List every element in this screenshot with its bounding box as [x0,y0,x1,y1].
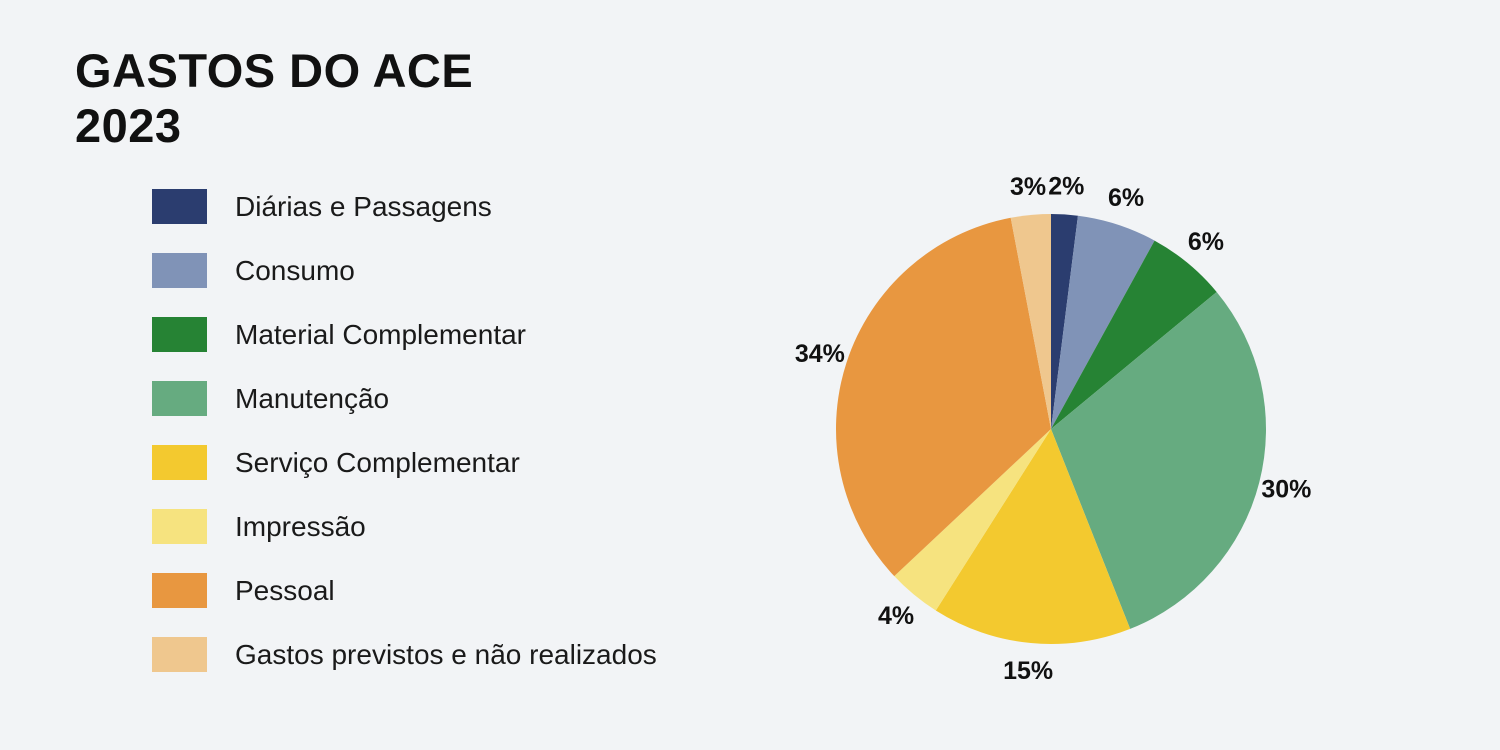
legend-swatch [152,445,207,480]
legend-item: Diárias e Passagens [152,189,657,224]
pie-slice-label: 6% [1108,184,1144,212]
legend: Diárias e Passagens Consumo Material Compl… [152,189,657,672]
legend-swatch [152,509,207,544]
page-title: GASTOS DO ACE 2023 [75,44,473,153]
page-title-line2: 2023 [75,98,182,152]
pie-slice [1051,214,1078,429]
page-title-line1: GASTOS DO ACE [75,44,474,97]
legend-swatch [152,573,207,608]
pie-slice-label: 4% [878,602,914,630]
legend-swatch [152,381,207,416]
legend-item: Manutenção [152,381,657,416]
pie-slice [1051,215,1155,429]
pie-slice-label: 3% [1010,173,1046,201]
legend-item-label: Gastos previstos e não realizados [235,638,657,670]
legend-item-label: Material Complementar [235,318,526,350]
legend-item: Material Complementar [152,317,657,352]
pie-slice-label: 6% [1188,228,1224,256]
pie-slice [1010,214,1051,429]
legend-swatch [152,317,207,352]
legend-item: Serviço Complementar [152,445,657,480]
pie-slice [835,217,1051,577]
legend-swatch [152,189,207,224]
legend-item-label: Pessoal [235,574,335,606]
legend-item-label: Diárias e Passagens [235,190,492,222]
legend-item-label: Impressão [235,510,366,542]
legend-item-label: Consumo [235,254,355,286]
pie-slice-label: 15% [1003,657,1053,685]
legend-item: Impressão [152,509,657,544]
pie-slice [894,429,1051,611]
pie-slice-label: 2% [1048,173,1084,201]
pie-slice [1051,291,1267,629]
pie-slice-label: 34% [795,340,845,368]
legend-swatch [152,253,207,288]
pie-slice-label: 30% [1261,475,1311,503]
legend-item: Gastos previstos e não realizados [152,637,657,672]
legend-item: Consumo [152,253,657,288]
pie-chart: 2% 6% 6% 30% 15% 4% 34% 3% [795,173,1312,685]
pie-slice [935,429,1131,644]
legend-item-label: Manutenção [235,382,390,414]
legend-swatch [152,637,207,672]
pie-slice [1051,240,1217,429]
legend-item-label: Serviço Complementar [235,446,520,478]
legend-item: Pessoal [152,573,657,608]
